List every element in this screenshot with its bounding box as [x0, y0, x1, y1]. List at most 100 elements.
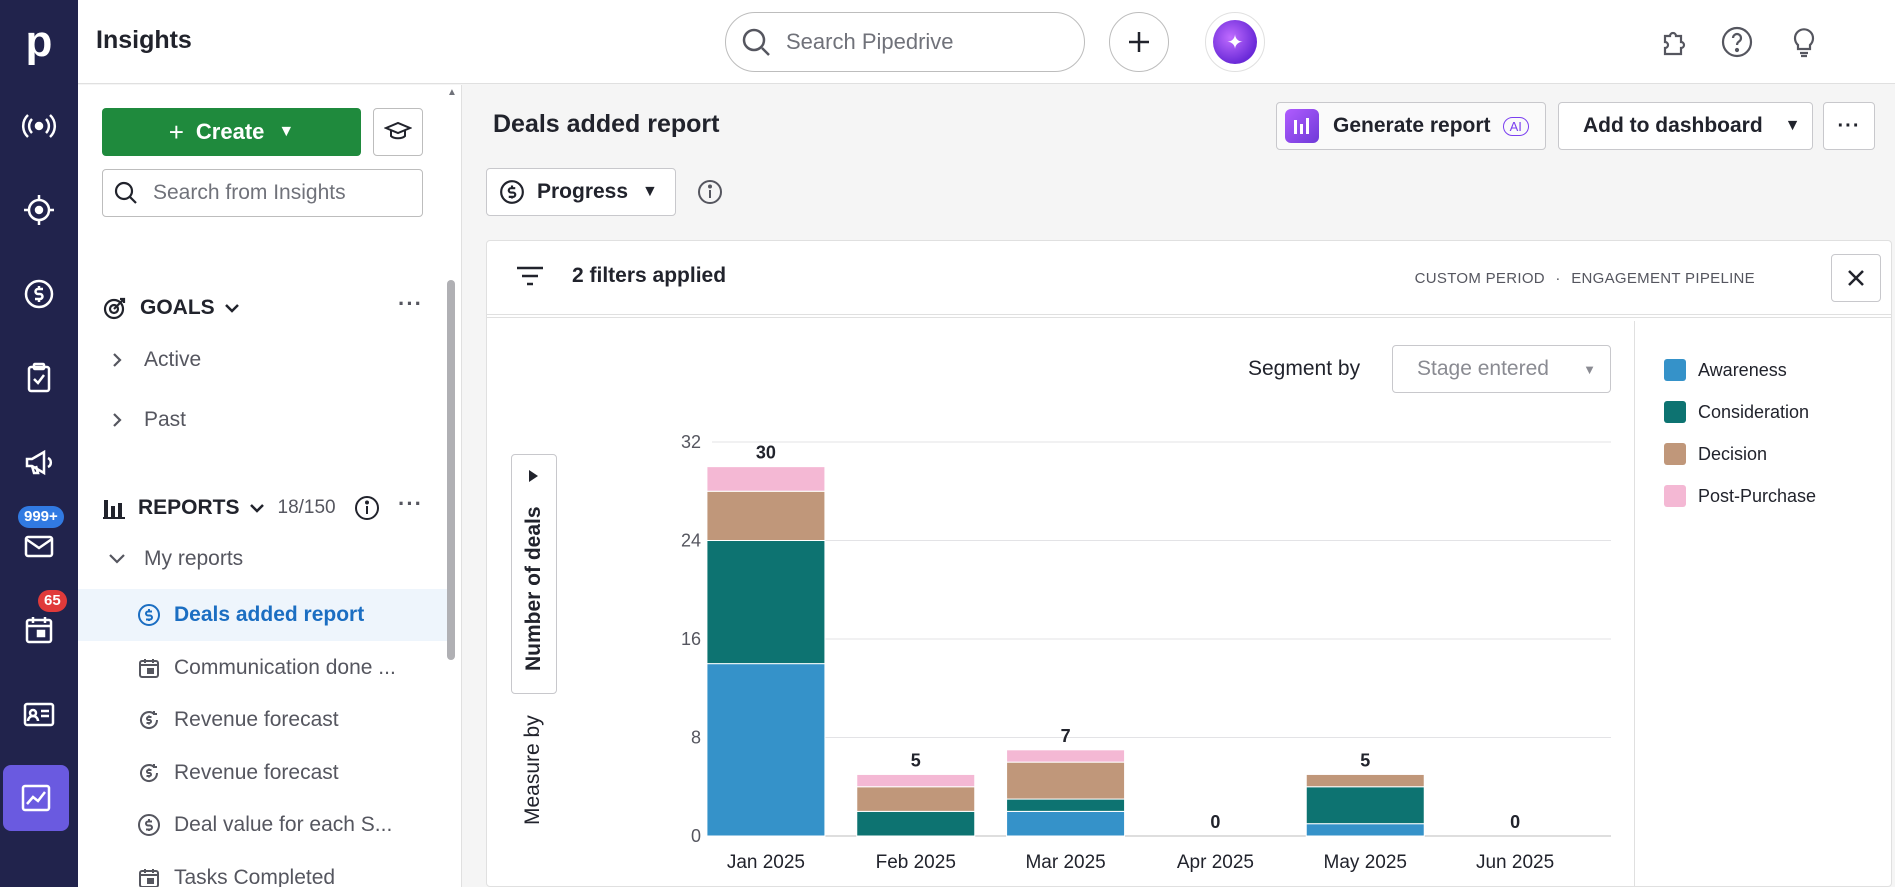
goals-more-icon[interactable]: ···	[398, 291, 423, 316]
y-tick-label: 0	[691, 826, 701, 846]
report-item-deal-value[interactable]: Deal value for each S...	[78, 799, 448, 851]
report-item-revenue-forecast-2[interactable]: Revenue forecast	[78, 747, 448, 799]
filter-summary: CUSTOM PERIOD · ENGAGEMENT PIPELINE	[1415, 270, 1755, 287]
bar-chart-icon	[103, 500, 125, 519]
lightbulb-icon[interactable]	[1782, 20, 1826, 64]
leads-icon[interactable]	[3, 93, 75, 159]
y-tick-label: 16	[681, 629, 701, 649]
bar-segment	[706, 466, 826, 492]
global-search-input[interactable]: Search Pipedrive	[725, 12, 1085, 72]
y-tick-label: 8	[691, 728, 701, 748]
scroll-up-arrow[interactable]: ▲	[447, 87, 457, 98]
report-item-tasks-completed[interactable]: Tasks Completed	[78, 852, 448, 887]
goals-heading: GOALS	[140, 296, 215, 319]
chart-legend: Awareness Consideration Decision Post-Pu…	[1664, 349, 1816, 517]
report-title: Deals added report	[493, 110, 720, 138]
target-icon[interactable]	[3, 177, 75, 243]
bar-total-label: 7	[1061, 726, 1071, 746]
caret-down-icon: ▼	[642, 183, 658, 200]
legend-label: Consideration	[1698, 401, 1810, 422]
calendar-badge: 65	[38, 590, 67, 612]
plus-icon	[1129, 32, 1149, 52]
quick-add-button[interactable]	[1109, 12, 1169, 72]
legend-item-decision[interactable]: Decision	[1664, 433, 1816, 475]
legend-swatch	[1664, 443, 1686, 465]
mail-icon[interactable]	[3, 513, 75, 579]
info-icon[interactable]	[354, 495, 380, 521]
bar-segment	[1006, 749, 1126, 763]
measure-by-select[interactable]: Number of deals	[511, 454, 557, 694]
calendar-icon	[139, 869, 159, 887]
report-item-deals-added[interactable]: Deals added report	[78, 589, 448, 641]
legend-item-post-purchase[interactable]: Post-Purchase	[1664, 475, 1816, 517]
tasks-icon[interactable]	[3, 345, 75, 411]
bar-segment	[1305, 786, 1425, 825]
goals-item-past[interactable]: Past	[102, 408, 186, 432]
reports-more-icon[interactable]: ···	[398, 491, 423, 516]
chevron-right-icon	[113, 413, 122, 427]
folder-label: My reports	[144, 547, 244, 570]
insights-search-input[interactable]: Search from Insights	[102, 169, 423, 217]
deal-icon	[500, 180, 524, 204]
chevron-right-icon	[113, 353, 122, 367]
insights-icon[interactable]	[3, 765, 69, 831]
close-filters-button[interactable]	[1831, 254, 1881, 302]
legend-label: Post-Purchase	[1698, 485, 1817, 506]
x-tick-label: Feb 2025	[876, 852, 956, 873]
report-item-label: Deal value for each S...	[174, 813, 393, 836]
calendar-icon[interactable]	[3, 597, 75, 663]
bar-total-label: 0	[1510, 812, 1520, 832]
report-item-communication[interactable]: Communication done ...	[78, 642, 448, 694]
insights-search-placeholder: Search from Insights	[153, 181, 346, 204]
report-item-revenue-forecast[interactable]: Revenue forecast	[78, 694, 448, 746]
search-icon	[742, 28, 770, 56]
add-to-dashboard-button[interactable]: Add to dashboard ▼	[1558, 102, 1813, 150]
goals-item-active[interactable]: Active	[102, 348, 201, 372]
filters-applied-text[interactable]: 2 filters applied	[572, 264, 727, 287]
report-ai-icon	[1285, 109, 1319, 143]
goals-item-label: Active	[144, 348, 202, 371]
goals-section-header[interactable]: GOALS	[102, 295, 241, 321]
report-item-label: Revenue forecast	[174, 708, 339, 731]
bar-segment	[1006, 761, 1126, 800]
y-tick-label: 32	[681, 432, 701, 452]
page-title: Insights	[96, 26, 192, 54]
top-bar: Insights Search Pipedrive ✦ JB	[78, 0, 1895, 84]
campaigns-icon[interactable]	[3, 429, 75, 495]
deals-bar-chart: 0 8 16 24 32 30 Jan 2025 5 Feb 2025 7 Mar 2025 0 Apr…	[681, 432, 1611, 873]
info-icon[interactable]	[697, 179, 723, 205]
sidebar-scrollbar[interactable]	[447, 280, 455, 660]
legend-item-consideration[interactable]: Consideration	[1664, 391, 1816, 433]
extensions-icon[interactable]	[1651, 20, 1695, 64]
more-options-button[interactable]: ···	[1823, 102, 1875, 150]
my-reports-folder[interactable]: My reports	[102, 547, 243, 571]
help-icon[interactable]	[1715, 20, 1759, 64]
contacts-icon[interactable]	[3, 681, 75, 747]
caret-down-icon: ▼	[1583, 361, 1596, 377]
academy-button[interactable]	[373, 108, 423, 156]
search-icon	[114, 181, 137, 204]
calendar-icon	[139, 659, 159, 678]
bar-segment	[706, 490, 826, 541]
reports-section-header[interactable]: REPORTS 18/150	[102, 495, 380, 521]
segment-by-select[interactable]: Stage entered ▼	[1392, 345, 1611, 393]
chevron-down-icon	[224, 304, 239, 313]
period-label: CUSTOM PERIOD	[1414, 270, 1545, 287]
close-icon	[1848, 270, 1864, 286]
generate-report-button[interactable]: Generate report AI	[1276, 102, 1546, 150]
filter-icon[interactable]	[515, 263, 545, 291]
y-tick-label: 24	[681, 531, 701, 551]
legend-label: Decision	[1698, 443, 1768, 464]
ai-assistant-button[interactable]: ✦	[1205, 12, 1265, 72]
view-type-dropdown[interactable]: Progress ▼	[486, 168, 676, 216]
x-tick-label: Apr 2025	[1177, 852, 1254, 873]
bar-total-label: 5	[911, 750, 921, 770]
report-item-label: Tasks Completed	[174, 866, 336, 887]
reports-heading: REPORTS	[138, 496, 240, 519]
create-button[interactable]: + Create ▼	[102, 108, 361, 156]
generate-report-label: Generate report	[1333, 114, 1491, 137]
bar-segment	[1305, 773, 1425, 788]
legend-item-awareness[interactable]: Awareness	[1664, 349, 1816, 391]
deals-icon[interactable]	[3, 261, 75, 327]
pipedrive-logo[interactable]: p	[25, 17, 53, 66]
